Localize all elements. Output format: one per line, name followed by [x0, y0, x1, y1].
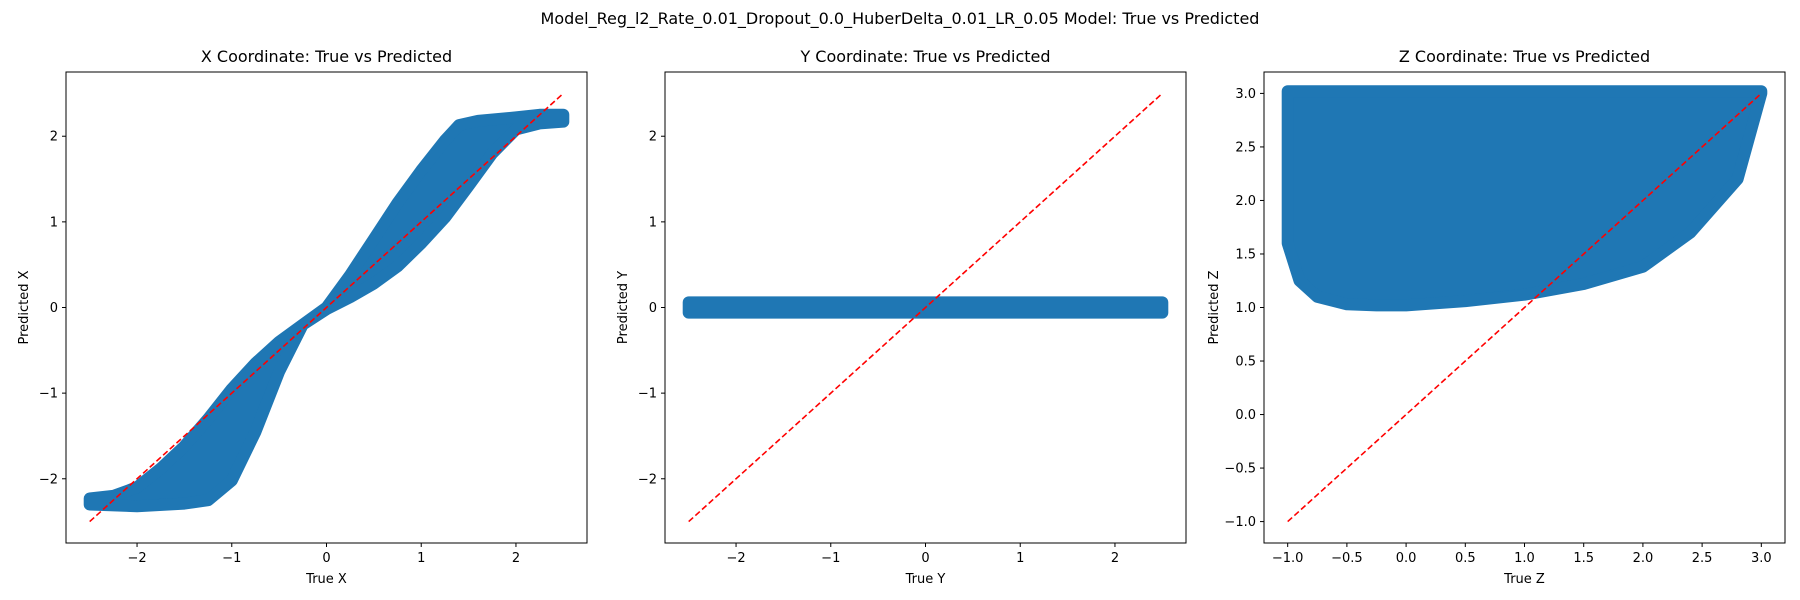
y-tick-label-y: 0 — [649, 301, 657, 316]
y-axis-label-x: Predicted X — [17, 270, 32, 344]
x-tick-label-z: −1.0 — [1272, 551, 1304, 566]
y-tick-label-x: −2 — [39, 472, 58, 487]
x-tick-label-z: 0.5 — [1455, 551, 1476, 566]
y-tick-label-y: −1 — [638, 387, 657, 402]
x-tick-label-y: 1 — [1016, 551, 1024, 566]
subplot-title-x: X Coordinate: True vs Predicted — [201, 47, 452, 66]
y-tick-label-z: 1.5 — [1235, 247, 1256, 262]
x-axis-label-x: True X — [305, 572, 347, 587]
subplot-z-coordinate: −1.0 −0.5 0.0 0.5 1.0 1.5 2.0 2.5 3.0 −1.0 −0.5 0.0… — [1207, 47, 1786, 587]
x-tick-label-z: 2.0 — [1633, 551, 1654, 566]
x-tick-label-x: 2 — [512, 551, 520, 566]
y-tick-label-y: −2 — [638, 472, 657, 487]
x-tick-label-z: 2.5 — [1692, 551, 1713, 566]
y-tick-label-y: 2 — [649, 130, 657, 145]
y-tick-label-z: 2.5 — [1235, 140, 1256, 155]
x-tick-label-x: −1 — [222, 551, 241, 566]
y-tick-label-z: 2.0 — [1235, 194, 1256, 209]
x-tick-label-z: 1.5 — [1573, 551, 1594, 566]
y-tick-label-z: 3.0 — [1235, 87, 1256, 102]
x-tick-label-y: −2 — [726, 551, 745, 566]
x-tick-label-y: 2 — [1111, 551, 1119, 566]
identity-line-x — [89, 92, 564, 523]
subplot-title-z: Z Coordinate: True vs Predicted — [1399, 47, 1650, 66]
y-tick-label-z: 0.5 — [1235, 355, 1256, 370]
y-tick-label-z: 1.0 — [1235, 301, 1256, 316]
x-tick-label-z: 1.0 — [1514, 551, 1535, 566]
identity-line-z — [1287, 92, 1762, 523]
subplot-y-coordinate: −2 −1 0 1 2 −2 −1 0 1 2 Y Coordinate: True vs Pred… — [616, 47, 1187, 587]
scatter-points-z — [1281, 85, 1768, 312]
x-tick-label-x: −2 — [127, 551, 146, 566]
y-tick-label-z: 0.0 — [1235, 408, 1256, 423]
x-axis-label-z: True Z — [1503, 572, 1545, 587]
identity-line-y — [688, 92, 1163, 523]
y-tick-label-x: 0 — [50, 301, 58, 316]
y-tick-label-z: −0.5 — [1224, 462, 1256, 477]
y-tick-label-y: 1 — [649, 215, 657, 230]
x-tick-label-x: 0 — [322, 551, 330, 566]
x-tick-label-y: −1 — [821, 551, 840, 566]
figure-suptitle: Model_Reg_l2_Rate_0.01_Dropout_0.0_Huber… — [540, 9, 1260, 28]
scatter-points-x — [83, 108, 570, 513]
x-axis-label-y: True Y — [905, 572, 946, 587]
x-tick-label-z: 0.0 — [1396, 551, 1417, 566]
y-axis-label-z: Predicted Z — [1207, 270, 1222, 344]
y-tick-label-x: 2 — [50, 130, 58, 145]
x-tick-label-z: 3.0 — [1751, 551, 1772, 566]
subplot-title-y: Y Coordinate: True vs Predicted — [799, 47, 1050, 66]
y-tick-label-z: −1.0 — [1224, 515, 1256, 530]
x-tick-label-x: 1 — [417, 551, 425, 566]
x-tick-label-z: −0.5 — [1331, 551, 1363, 566]
x-tick-label-y: 0 — [921, 551, 929, 566]
y-axis-label-y: Predicted Y — [616, 271, 631, 344]
y-tick-label-x: 1 — [50, 215, 58, 230]
subplot-x-coordinate: −2 −1 0 1 2 −2 −1 0 1 2 X Coordinate: True vs Pred… — [17, 47, 588, 587]
y-tick-label-x: −1 — [39, 387, 58, 402]
